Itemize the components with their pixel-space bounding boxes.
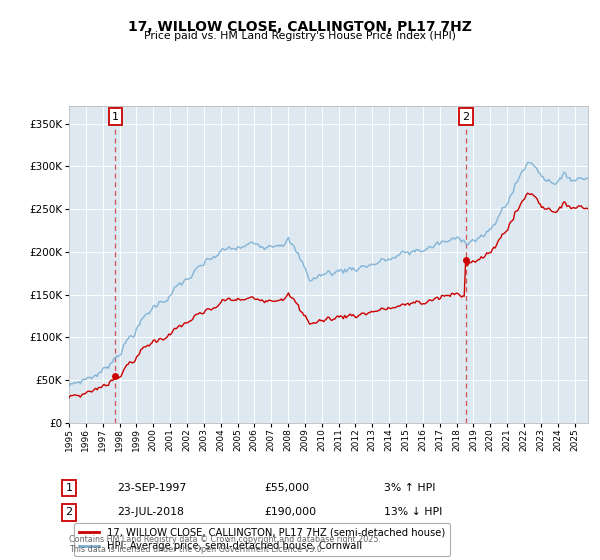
Legend: 17, WILLOW CLOSE, CALLINGTON, PL17 7HZ (semi-detached house), HPI: Average price: 17, WILLOW CLOSE, CALLINGTON, PL17 7HZ (… [74, 522, 450, 556]
Text: £55,000: £55,000 [264, 483, 309, 493]
Text: 2: 2 [65, 507, 73, 517]
Text: 13% ↓ HPI: 13% ↓ HPI [384, 507, 442, 517]
Text: Price paid vs. HM Land Registry's House Price Index (HPI): Price paid vs. HM Land Registry's House … [144, 31, 456, 41]
Text: 1: 1 [112, 111, 119, 122]
Text: 17, WILLOW CLOSE, CALLINGTON, PL17 7HZ: 17, WILLOW CLOSE, CALLINGTON, PL17 7HZ [128, 20, 472, 34]
Text: 1: 1 [65, 483, 73, 493]
Text: 3% ↑ HPI: 3% ↑ HPI [384, 483, 436, 493]
Text: Contains HM Land Registry data © Crown copyright and database right 2025.
This d: Contains HM Land Registry data © Crown c… [69, 535, 381, 554]
Text: £190,000: £190,000 [264, 507, 316, 517]
Text: 23-JUL-2018: 23-JUL-2018 [117, 507, 184, 517]
Text: 2: 2 [462, 111, 469, 122]
Text: 23-SEP-1997: 23-SEP-1997 [117, 483, 186, 493]
